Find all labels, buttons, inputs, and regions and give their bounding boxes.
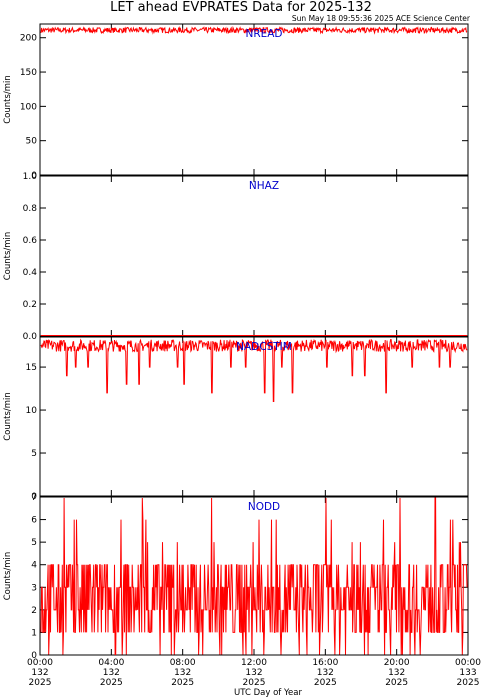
x-axis-label: UTC Day of Year [234,688,302,698]
y-tick-label: 50 [26,137,38,147]
x-tick-label: 20:00 [384,658,410,668]
x-tick-label: 132 [174,668,191,678]
x-tick-label: 12:00 [241,658,267,668]
panel-label: NREAD [245,28,282,40]
y-tick-label: 0 [31,492,37,502]
x-tick-label: 132 [388,668,405,678]
y-tick-label: 7 [31,493,37,503]
chart-title: LET ahead EVPRATES Data for 2025-132 [110,0,372,15]
x-tick-label: 2025 [314,678,337,688]
y-tick-label: 1 [31,628,37,638]
x-tick-label: 132 [31,668,48,678]
x-tick-label: 132 [317,668,334,678]
x-tick-label: 2025 [385,678,408,688]
plot-frame [39,23,469,176]
panel-label: NODD [248,501,280,513]
y-tick-label: 15 [26,363,37,373]
y-axis-label: Counts/min [3,75,13,124]
y-tick-label: 6 [31,516,37,526]
y-tick-label: 150 [20,68,37,78]
y-tick-label: 0.4 [23,268,38,278]
y-tick-label: 1.0 [23,172,38,182]
y-tick-label: 200 [20,34,37,44]
panels: 050100150200Counts/minNREAD0.00.20.40.60… [3,23,481,688]
y-tick-label: 10 [26,406,38,416]
y-tick-label: 0.8 [23,204,38,214]
y-tick-label: 5 [31,449,37,459]
panel-label: NADCSTIM [236,341,292,353]
y-tick-label: 3 [31,583,37,593]
y-tick-label: 0 [31,651,37,661]
y-tick-label: 2 [31,606,37,616]
x-tick-label: 132 [245,668,262,678]
plot-frame [39,336,469,497]
x-tick-label: 2025 [457,678,480,688]
series-line [40,338,468,402]
x-tick-label: 04:00 [98,658,124,668]
y-tick-label: 0.6 [23,236,38,246]
x-tick-label: 2025 [29,678,52,688]
x-tick-label: 132 [103,668,120,678]
y-tick-label: 0.2 [23,300,37,310]
x-tick-label: 2025 [171,678,194,688]
y-tick-label: 4 [31,561,37,571]
y-tick-label: 0 [31,171,37,181]
x-tick-label: 2025 [100,678,123,688]
x-tick-label: 2025 [243,678,266,688]
plot-frame [39,175,469,337]
y-tick-label: 5 [31,538,37,548]
panel-label: NHAZ [249,180,279,192]
y-tick-label: 0.0 [23,332,38,342]
y-tick-label: 100 [20,102,37,112]
y-axis-label: Counts/min [3,392,13,441]
y-axis-label: Counts/min [3,552,13,601]
x-tick-label: 08:00 [170,658,196,668]
x-tick-label: 133 [459,668,476,678]
series-line [40,497,468,655]
x-tick-label: 00:00 [27,658,53,668]
series-line [40,25,468,35]
y-axis-label: Counts/min [3,232,13,281]
timestamp: Sun May 18 09:55:36 2025 ACE Science Cen… [292,14,471,23]
x-tick-label: 00:00 [455,658,481,668]
x-tick-label: 16:00 [312,658,338,668]
